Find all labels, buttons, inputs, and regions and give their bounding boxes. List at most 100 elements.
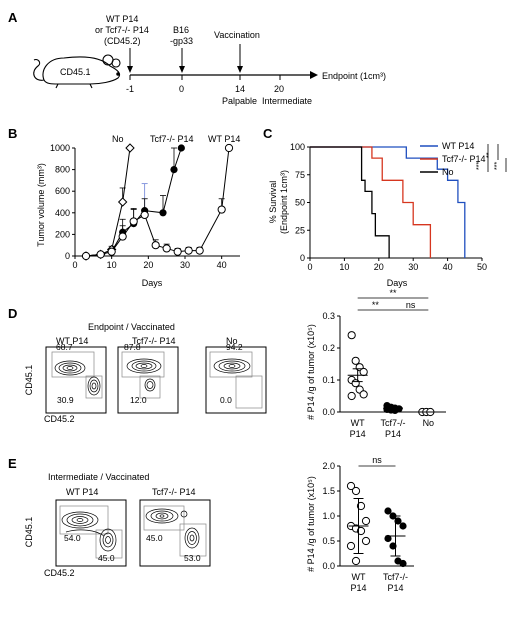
panel-d-yaxis: CD45.1 [24, 365, 34, 396]
data-point [399, 522, 407, 530]
data-point [361, 536, 371, 546]
category-label: No [423, 418, 435, 428]
survival-curve-WT P14 [310, 146, 466, 258]
data-point [359, 390, 368, 399]
panel-b-series-label-wt: WT P14 [208, 134, 240, 144]
legend-label: Tcf7-/- P14 [442, 154, 486, 164]
y-tick-label: 200 [55, 229, 70, 239]
category-label: Tcf7-/- [380, 418, 405, 428]
x-tick-label: 10 [107, 260, 117, 270]
transfer-label-3: (CD45.2) [104, 36, 141, 46]
flow-d-title-no: No [226, 336, 238, 346]
significance-label: ns [372, 455, 382, 465]
x-tick-label: 30 [408, 262, 418, 272]
significance-label: *** [494, 162, 501, 170]
data-point [356, 501, 366, 511]
data-point [125, 143, 135, 153]
legend-label: No [442, 167, 454, 177]
data-point [389, 542, 397, 550]
vaccination-label: Vaccination [214, 30, 260, 40]
y-tick-label: 2.0 [322, 461, 335, 471]
data-point [129, 217, 138, 226]
data-point [351, 356, 360, 365]
tick-day-0: 0 [179, 84, 184, 94]
data-point [351, 556, 361, 566]
mouse-icon [33, 54, 121, 89]
category-label: WT [352, 572, 366, 582]
panel-b-series-label-tcf7: Tcf7-/- P14 [150, 134, 194, 144]
category-label: P14 [387, 583, 403, 593]
flow-d-tcf7-bottom: 12.0 [130, 395, 147, 405]
data-point [217, 205, 226, 214]
x-tick-label: 40 [443, 262, 453, 272]
panel-b-tumor-growth-chart: Tumor volume (mm³) Days No Tcf7-/- P14 W… [36, 134, 240, 288]
significance-label: ** [372, 300, 380, 310]
flow-e-tcf7-bottom: 53.0 [184, 553, 201, 563]
data-point [384, 507, 392, 515]
tumor-label-2: -gp33 [170, 36, 193, 46]
category-label: P14 [350, 583, 366, 593]
category-label: P14 [385, 429, 401, 439]
tumor-label-1: B16 [173, 25, 189, 35]
data-point [351, 486, 361, 496]
transfer-label-1: WT P14 [106, 14, 138, 24]
data-point [195, 246, 204, 255]
transfer-label-2: or Tcf7-/- P14 [95, 25, 149, 35]
panel-letter-e: E [8, 456, 17, 471]
x-tick-label: 40 [217, 260, 227, 270]
data-point [177, 144, 185, 152]
flow-e-tcf7-top: 45.0 [146, 533, 163, 543]
y-tick-label: 0.0 [322, 407, 335, 417]
category-label: P14 [350, 429, 366, 439]
data-point [81, 251, 91, 261]
panel-b-series-label-no: No [112, 134, 124, 144]
y-tick-label: 100 [290, 142, 305, 152]
flow-d-wt-top: 68.7 [56, 342, 73, 352]
y-tick-label: 1.0 [322, 511, 335, 521]
legend-label: WT P14 [442, 141, 474, 151]
panel-e-dot-plot: # P14 /g of tumor (x10⁵) 0.0 0.5 1.0 1.5 2.0… [306, 455, 414, 593]
panel-e-ylabel: # P14 /g of tumor (x10⁵) [306, 476, 316, 572]
panel-letter-c: C [263, 126, 273, 141]
y-tick-label: 1.5 [322, 486, 335, 496]
significance-label: ns [406, 300, 416, 310]
data-point [351, 379, 360, 388]
palpable-label: Palpable [222, 96, 257, 106]
survival-curve-No [310, 146, 390, 258]
data-point [361, 516, 371, 526]
significance-label: ** [389, 288, 397, 298]
panel-d-dot-plot: # P14 /g of tumor (x10⁵) 0.00.10.20.3WTP… [306, 288, 446, 439]
panel-e-flow: Intermediate / Vaccinated CD45.1 CD45.2 … [24, 472, 211, 578]
flow-e-wt-bottom: 45.0 [98, 553, 115, 563]
x-tick-label: 20 [374, 262, 384, 272]
y-tick-label: 1000 [50, 143, 70, 153]
y-tick-label: 0 [65, 251, 70, 261]
y-tick-label: 50 [295, 198, 305, 208]
panel-letter-b: B [8, 126, 17, 141]
mouse-label: CD45.1 [60, 67, 91, 77]
significance-label: ** [486, 152, 493, 158]
significance-label: *** [476, 162, 483, 170]
panel-d-header: Endpoint / Vaccinated [88, 322, 175, 332]
panel-c-ylabel-line1: % Survival [268, 181, 278, 224]
flow-d-no-top: 94.2 [226, 342, 243, 352]
data-point [107, 247, 116, 256]
data-point [140, 210, 149, 220]
y-tick-label: 0 [300, 253, 305, 263]
x-tick-label: 30 [180, 260, 190, 270]
panel-b-xlabel: Days [142, 278, 163, 288]
data-point [118, 232, 127, 241]
data-point [394, 517, 402, 525]
flow-d-title-wt: WT P14 [56, 336, 88, 346]
y-tick-label: 0.5 [322, 536, 335, 546]
y-tick-label: 0.0 [322, 561, 335, 571]
survival-curve-Tcf7-/- P14 [310, 146, 432, 258]
x-tick-label: 0 [307, 262, 312, 272]
x-tick-label: 50 [477, 262, 487, 272]
tick-day-minus1: -1 [126, 84, 134, 94]
panel-e-xaxis: CD45.2 [44, 568, 75, 578]
data-point [359, 367, 368, 377]
category-label: WT [351, 418, 365, 428]
panel-d-ylabel: # P14 /g of tumor (x10⁵) [306, 324, 316, 420]
panel-c-survival-chart: % Survival (Endpoint 1cm³) Days 0 10 20 30 4… [268, 141, 507, 288]
